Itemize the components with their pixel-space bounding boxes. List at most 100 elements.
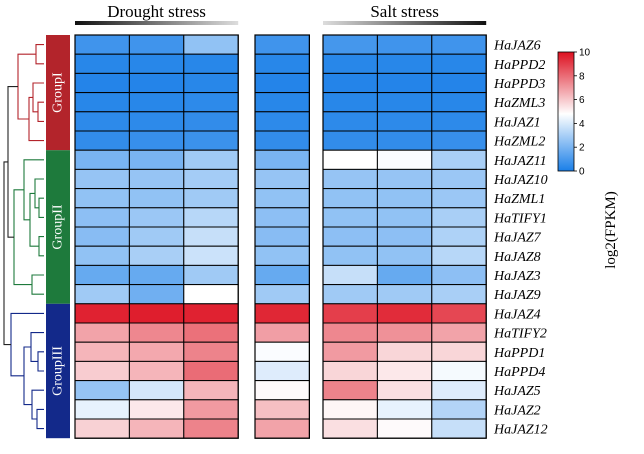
heatmap-cell — [128, 226, 185, 247]
colorbar-tick-label: 4 — [579, 119, 585, 130]
heatmap-cell — [74, 149, 130, 170]
heatmap-cell — [183, 360, 239, 382]
gene-group-bar — [46, 35, 70, 151]
heatmap-cell — [254, 53, 310, 74]
heatmap-cell — [74, 380, 130, 401]
heatmap-cell — [254, 34, 310, 55]
heatmap-cell — [183, 130, 239, 151]
heatmap-cell — [431, 360, 487, 382]
heatmap-cell — [431, 322, 487, 343]
heatmap-cell — [431, 34, 487, 55]
heatmap-cell — [376, 207, 433, 228]
heatmap-cell — [322, 168, 378, 190]
dendrogram-branch — [3, 161, 11, 346]
heatmap-cell — [322, 418, 378, 439]
heatmap-cell — [128, 168, 185, 190]
gene-group-label: GroupII — [51, 204, 66, 249]
heatmap-cell — [128, 207, 185, 228]
gene-group-bar — [46, 150, 70, 304]
heatmap-cell — [376, 130, 433, 151]
dendrogram-branch — [38, 236, 44, 257]
dendrogram-branch — [37, 351, 44, 372]
heatmap-cell — [322, 360, 378, 382]
heatmap-cell — [376, 72, 433, 94]
dendrogram-branch — [28, 96, 44, 142]
heatmap-cell — [431, 245, 487, 266]
heatmap-cell — [322, 130, 378, 151]
heatmap-block-outline — [254, 34, 311, 439]
colorbar-legend: 0 2 4 6 8 10 log2(FPKM) — [557, 48, 619, 269]
gene-label: HaJAZ11 — [493, 154, 547, 169]
heatmap-cell — [376, 360, 433, 382]
heatmap-cell — [74, 303, 130, 324]
heatmap-cell — [254, 341, 310, 362]
dendrogram-branch — [36, 408, 44, 430]
heatmap-cell — [128, 284, 185, 305]
heatmap-cell — [431, 341, 487, 362]
heatmap-cell — [254, 264, 310, 286]
dendrogram-branch — [23, 159, 44, 221]
heatmap-cell — [431, 111, 487, 132]
heatmap-cell — [376, 341, 433, 362]
heatmap-cell — [376, 322, 433, 343]
colorbar-tick-label: 0 — [579, 167, 585, 178]
heatmap-cell — [254, 380, 310, 401]
gene-label: HaTIFY1 — [493, 211, 547, 226]
heatmap-cell — [322, 245, 378, 266]
heatmap-cell — [376, 380, 433, 401]
heatmap-cell — [431, 284, 487, 305]
gene-labels: HaJAZ6 HaPPD2 HaPPD3 HaZML3 HaJAZ1 HaZML2 HaJA… — [493, 39, 548, 438]
heatmap-cell — [376, 34, 433, 55]
heatmap-cell — [322, 341, 378, 362]
heatmap-cell — [254, 168, 310, 190]
heatmap-cell — [128, 264, 185, 286]
gene-label: HaJAZ1 — [493, 115, 541, 130]
gene-group-bars: GroupI GroupII GroupIII — [46, 35, 70, 439]
heatmap-cell — [431, 380, 487, 401]
heatmap-cell — [254, 322, 310, 343]
gene-label: HaJAZ8 — [493, 250, 541, 265]
heatmap-cell — [183, 149, 239, 170]
heatmap-cell — [254, 149, 310, 170]
dendrogram-branch — [37, 101, 44, 122]
heatmap-cell — [183, 399, 239, 420]
gene-label: HaJAZ7 — [493, 231, 542, 246]
heatmap-cell — [431, 149, 487, 170]
heatmap-cell — [183, 72, 239, 94]
heatmap-cell — [376, 245, 433, 266]
heatmap-cell — [74, 418, 130, 439]
heatmap-cell — [74, 34, 130, 55]
heatmap-cell — [322, 149, 378, 170]
heatmap-cell — [376, 92, 433, 113]
heatmap-cell — [322, 111, 378, 132]
heatmap-cell — [183, 92, 239, 113]
dendrogram-branch — [10, 312, 44, 377]
heatmap-cell — [322, 380, 378, 401]
heatmap-block-outline — [322, 34, 487, 439]
row-dendrogram — [3, 44, 44, 430]
gene-label: HaJAZ10 — [493, 173, 548, 188]
colorbar-tick-label: 10 — [579, 48, 591, 59]
colorbar-tick-label: 8 — [579, 71, 585, 82]
heatmap-cell — [183, 341, 239, 362]
heatmap-cell — [74, 111, 130, 132]
colorbar-tick-label: 6 — [579, 95, 585, 106]
heatmap-cell — [128, 245, 185, 266]
heatmap-cell — [74, 360, 130, 382]
condition-group-bar — [323, 21, 487, 25]
gene-label: HaJAZ6 — [493, 39, 541, 54]
heatmap-cell — [128, 418, 185, 439]
heatmap-cell — [183, 188, 239, 209]
heatmap-cell — [322, 92, 378, 113]
heatmap-cell — [254, 188, 310, 209]
heatmap-cell — [376, 264, 433, 286]
gene-label: HaZML3 — [493, 96, 545, 111]
heatmap-cell — [74, 188, 130, 209]
heatmap-cell — [74, 168, 130, 190]
dendrogram-branch — [31, 389, 44, 420]
colorbar — [557, 51, 575, 172]
heatmap-cell — [128, 399, 185, 420]
heatmap-cell — [128, 111, 185, 132]
heatmap-cell — [254, 284, 310, 305]
